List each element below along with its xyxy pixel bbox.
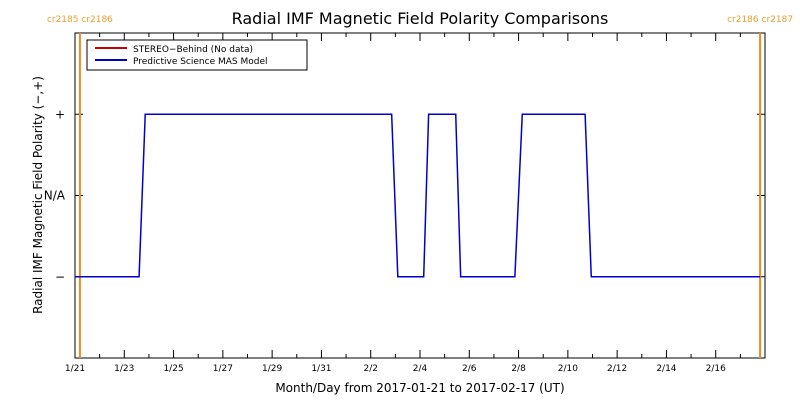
y-tick-label: − bbox=[55, 270, 65, 284]
x-tick-label: 2/16 bbox=[706, 364, 726, 374]
x-tick-label: 2/10 bbox=[558, 364, 578, 374]
x-tick-label: 1/31 bbox=[311, 364, 331, 374]
plot-frame bbox=[74, 32, 766, 359]
legend-box bbox=[86, 39, 308, 71]
carrington-label: cr2185 cr2186 bbox=[47, 15, 113, 25]
x-tick-label: 2/2 bbox=[363, 364, 377, 374]
y-axis-label: Radial IMF Magnetic Field Polarity (−,+) bbox=[31, 76, 45, 314]
x-tick-label: 1/21 bbox=[65, 364, 85, 374]
series-line-mas-model bbox=[75, 113, 761, 278]
x-tick-label: 2/6 bbox=[462, 364, 477, 374]
x-tick-label: 2/4 bbox=[413, 364, 428, 374]
x-tick-label: 1/29 bbox=[262, 364, 282, 374]
x-tick-label: 2/12 bbox=[607, 364, 627, 374]
x-tick-label: 1/23 bbox=[114, 364, 134, 374]
legend-label: Predictive Science MAS Model bbox=[133, 57, 268, 67]
x-tick-label: 1/25 bbox=[163, 364, 183, 374]
x-tick-label: 2/14 bbox=[656, 364, 676, 374]
y-tick-label: N/A bbox=[44, 189, 66, 203]
chart-title: Radial IMF Magnetic Field Polarity Compa… bbox=[232, 9, 609, 28]
x-tick-label: 2/8 bbox=[511, 364, 526, 374]
y-tick-label: + bbox=[55, 107, 65, 121]
legend-label: STEREO−Behind (No data) bbox=[133, 45, 253, 55]
x-axis-label: Month/Day from 2017-01-21 to 2017-02-17 … bbox=[275, 381, 564, 395]
x-tick-label: 1/27 bbox=[213, 364, 233, 374]
carrington-label: cr2186 cr2187 bbox=[727, 15, 793, 25]
